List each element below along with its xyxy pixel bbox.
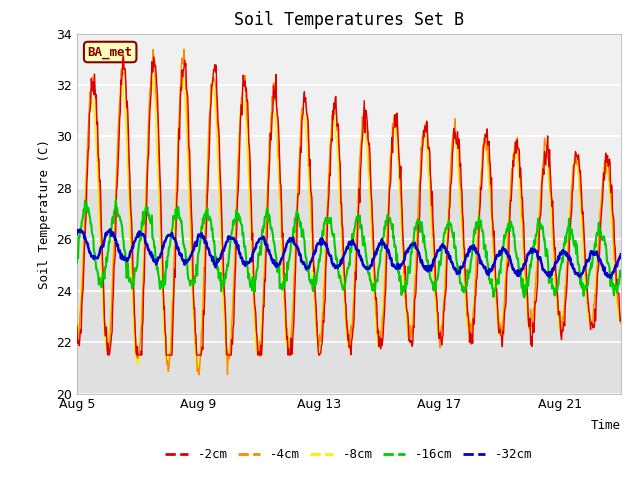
-8cm [617, 321, 625, 326]
-16cm [73, 260, 81, 265]
Line: -16cm: -16cm [77, 200, 621, 297]
-8cm [148, 65, 156, 71]
-16cm [93, 267, 100, 273]
-32cm [382, 245, 390, 251]
-32cm [271, 262, 279, 267]
-4cm [93, 114, 100, 120]
-8cm [513, 160, 521, 166]
-2cm [617, 317, 625, 323]
-16cm [520, 294, 528, 300]
-32cm [93, 255, 100, 261]
Legend: -2cm, -4cm, -8cm, -16cm, -32cm: -2cm, -4cm, -8cm, -16cm, -32cm [160, 443, 538, 466]
-32cm [202, 240, 209, 245]
-2cm [301, 99, 309, 105]
-8cm [202, 196, 210, 202]
-32cm [617, 252, 625, 257]
-2cm [383, 264, 390, 270]
-32cm [513, 271, 520, 276]
-16cm [617, 274, 625, 279]
Line: -8cm: -8cm [77, 68, 621, 374]
-2cm [202, 235, 210, 241]
Line: -2cm: -2cm [77, 56, 621, 355]
-2cm [120, 53, 127, 59]
-16cm [112, 197, 120, 203]
-16cm [202, 216, 209, 221]
-2cm [104, 352, 111, 358]
-32cm [301, 261, 308, 267]
Text: Time: Time [591, 419, 621, 432]
-2cm [513, 144, 521, 150]
-4cm [180, 47, 188, 52]
-16cm [271, 251, 279, 256]
-32cm [607, 275, 614, 281]
-2cm [272, 72, 280, 77]
Line: -32cm: -32cm [77, 229, 621, 278]
-8cm [383, 233, 390, 239]
-2cm [73, 322, 81, 328]
-32cm [73, 231, 81, 237]
Y-axis label: Soil Temperature (C): Soil Temperature (C) [38, 139, 51, 288]
Line: -4cm: -4cm [77, 49, 621, 375]
-4cm [272, 100, 280, 106]
-4cm [383, 244, 390, 250]
-8cm [73, 332, 81, 337]
Title: Soil Temperatures Set B: Soil Temperatures Set B [234, 11, 464, 29]
-4cm [301, 96, 309, 101]
-16cm [382, 218, 390, 224]
Bar [77, 34, 621, 188]
-4cm [617, 320, 625, 326]
-16cm [513, 255, 520, 261]
-8cm [272, 133, 280, 139]
-2cm [93, 92, 100, 97]
Text: BA_met: BA_met [88, 46, 132, 59]
-4cm [513, 134, 521, 140]
-8cm [301, 120, 309, 125]
-4cm [202, 215, 210, 221]
-32cm [106, 227, 114, 232]
-16cm [301, 237, 308, 242]
-4cm [73, 326, 81, 332]
-8cm [195, 371, 203, 377]
-8cm [93, 145, 100, 151]
-4cm [195, 372, 203, 378]
